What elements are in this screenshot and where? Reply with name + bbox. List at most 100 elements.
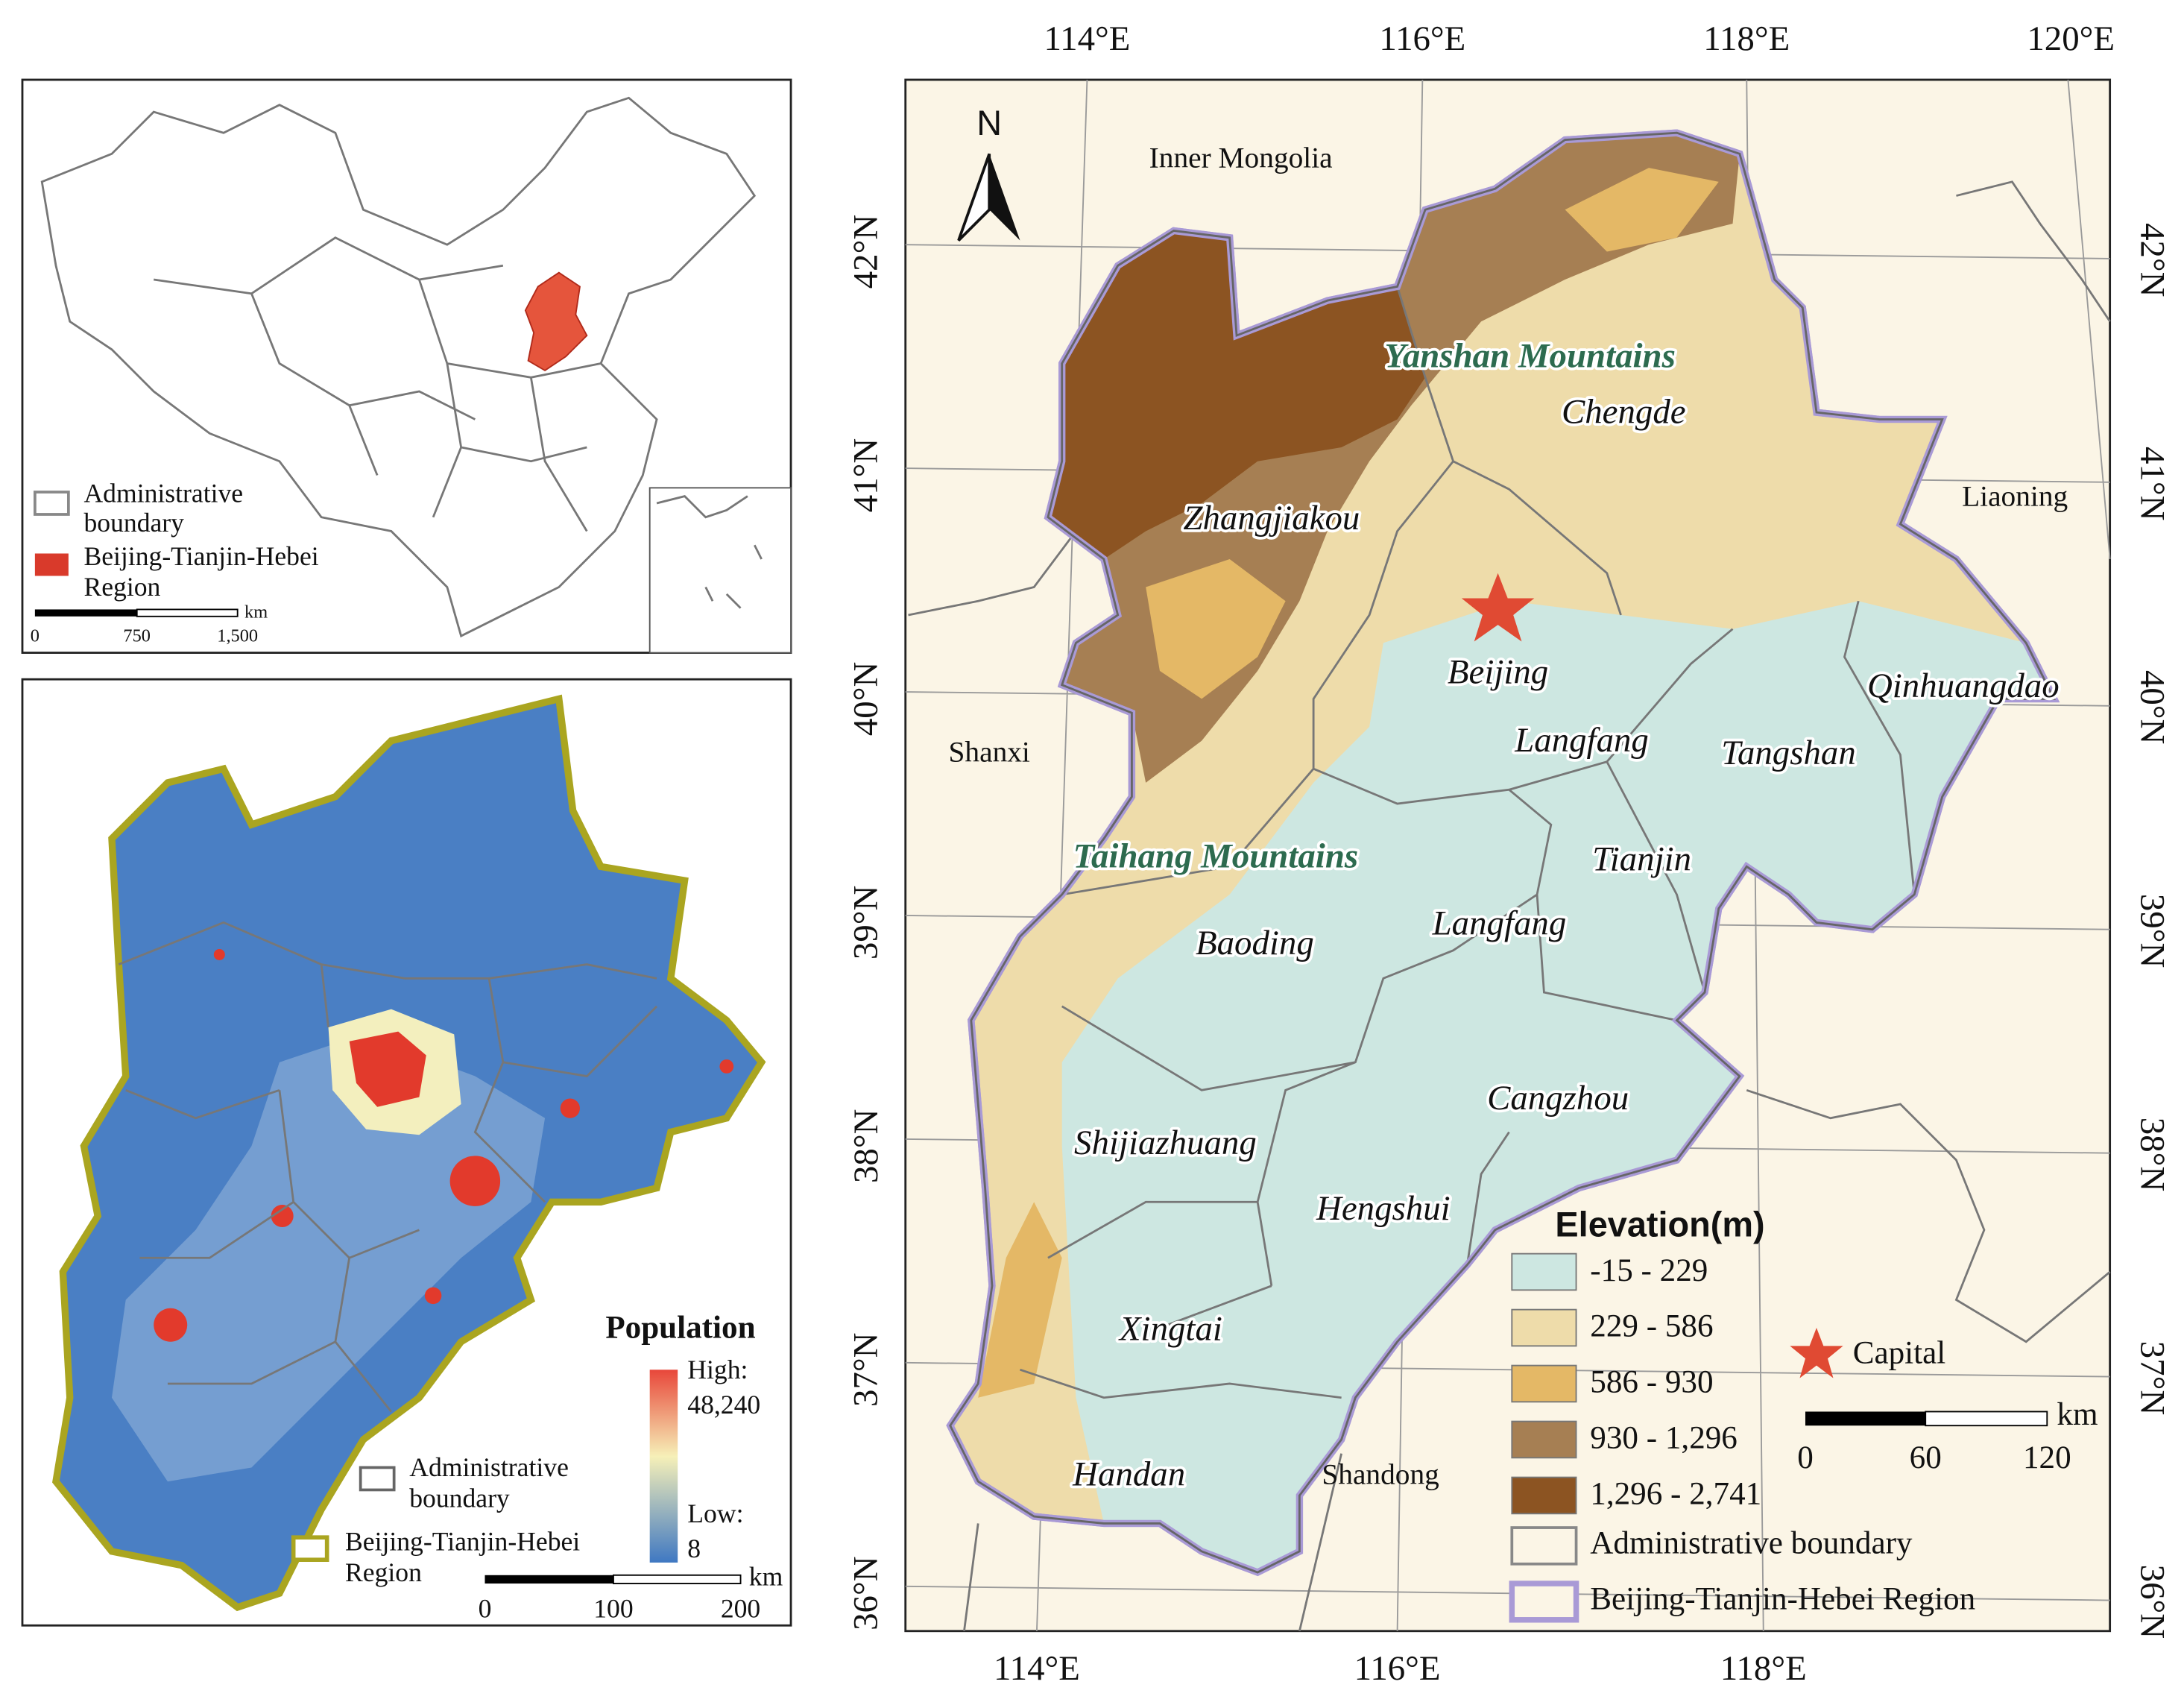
legend-swatch — [1510, 1526, 1578, 1566]
lat-ticks: 42°N 42°N 41°N 41°N 40°N 40°N 39°N 39°N 38°N 38°N… — [847, 215, 2172, 1639]
legend-label: Beijing-Tianjin-Hebei Region — [1590, 1581, 1975, 1616]
lat-tick: 40°N — [847, 662, 886, 736]
lon-tick: 118°E — [1703, 19, 1790, 58]
city-label: Baoding — [1196, 924, 1314, 962]
scale-unit: km — [2057, 1397, 2098, 1432]
city-label: Hengshui — [1316, 1189, 1451, 1228]
capital-marker — [1461, 573, 1535, 642]
bth-inner-line — [949, 131, 2056, 1574]
scale-bar — [613, 1574, 742, 1584]
legend-swatch — [1511, 1364, 1577, 1403]
city-label: Langfang — [1432, 904, 1567, 943]
scale-tick: 0 — [31, 626, 40, 646]
legend-label: 930 - 1,296 — [1590, 1421, 1738, 1456]
population-core — [424, 1287, 442, 1305]
city-label: Beijing — [1448, 652, 1548, 691]
city-label: Cangzhou — [1487, 1079, 1629, 1118]
scale-bar — [1925, 1411, 2048, 1427]
lat-tick: 39°N — [2133, 894, 2171, 968]
scale-tick: 120 — [2023, 1440, 2071, 1475]
lon-tick: 116°E — [1354, 1649, 1441, 1688]
city-label: Shijiazhuang — [1074, 1124, 1257, 1162]
legend-label: Beijing-Tianjin-Hebei Region — [345, 1527, 580, 1587]
legend-swatch — [1511, 1420, 1577, 1459]
scale-unit: km — [749, 1562, 783, 1592]
text-line: Region — [83, 572, 160, 602]
scale-tick: 0 — [1797, 1440, 1814, 1475]
lat-tick: 40°N — [2133, 670, 2171, 744]
legend-label: High: — [687, 1355, 748, 1384]
scale-bar — [1805, 1411, 1926, 1426]
south-china-sea-inset — [648, 487, 792, 654]
lat-tick: 41°N — [2133, 447, 2171, 520]
lat-tick: 39°N — [847, 886, 886, 959]
legend-label: Administrative boundary — [409, 1452, 569, 1513]
scale-tick: 750 — [123, 626, 151, 646]
city-label: Chengde — [1562, 393, 1686, 432]
population-core — [560, 1098, 580, 1118]
north-arrow — [957, 153, 991, 242]
text-line: Beijing-Tianjin-Hebei — [345, 1527, 580, 1557]
elevation-panel: N 114°E 116°E 118°E 120°E 114°E 116°E 11… — [847, 19, 2172, 1688]
legend-swatch — [1511, 1308, 1577, 1347]
scale-tick: 100 — [593, 1594, 633, 1624]
neighbor-label: Inner Mongolia — [1149, 142, 1333, 174]
text-line: Administrative — [409, 1452, 569, 1482]
scale-tick: 0 — [479, 1594, 492, 1624]
text-line: boundary — [409, 1484, 510, 1513]
scale-bar — [136, 608, 239, 617]
lat-tick: 38°N — [847, 1109, 886, 1183]
north-arrow — [989, 154, 1020, 241]
scale-bar — [485, 1575, 613, 1584]
city-label: Zhangjiakou — [1183, 499, 1360, 538]
population-core — [349, 1031, 426, 1107]
elevation-zone — [1047, 230, 1426, 559]
legend-label: 586 - 930 — [1590, 1365, 1713, 1400]
legend-title: Elevation(m) — [1555, 1205, 1764, 1244]
scale-tick: 1,500 — [217, 626, 258, 646]
city-label: Langfang — [1514, 721, 1649, 760]
elevation-legend: -15 - 229 229 - 586 586 - 930 930 - 1,296 1,… — [1511, 1252, 1761, 1515]
legend-label: -15 - 229 — [1590, 1253, 1708, 1288]
legend-label: Low: — [687, 1499, 743, 1528]
neighbor-label: Shanxi — [949, 735, 1030, 768]
neighbor-label: Liaoning — [1962, 479, 2068, 512]
population-core — [719, 1059, 734, 1074]
legend-label: 48,240 — [687, 1390, 760, 1419]
legend-swatch — [291, 1535, 329, 1562]
legend-label: Beijing-Tianjin-Hebei Region — [83, 541, 318, 602]
legend-label: 8 — [687, 1534, 701, 1563]
china-panel: Administrative boundary Beijing-Tianjin-H… — [21, 78, 792, 654]
lat-tick: 37°N — [847, 1333, 886, 1407]
legend-title: Population — [605, 1311, 755, 1346]
lat-tick: 38°N — [2133, 1118, 2171, 1191]
mountain-label: Yanshan Mountains — [1385, 337, 1676, 376]
population-core — [213, 948, 225, 960]
population-lighter — [111, 1034, 546, 1482]
legend-swatch — [1509, 1581, 1579, 1623]
lat-tick: 42°N — [847, 215, 886, 289]
city-label: Tianjin — [1592, 839, 1691, 878]
province-boundaries — [154, 236, 602, 532]
lon-tick: 120°E — [2027, 19, 2115, 58]
elevation-zone — [978, 168, 1719, 1398]
admin-boundaries — [1020, 286, 1916, 1399]
legend-swatch — [33, 491, 70, 516]
elevation-zone — [1061, 601, 2054, 1573]
text-line: Region — [345, 1557, 422, 1587]
neighbor-boundaries — [908, 180, 2111, 1632]
lat-tick: 36°N — [2133, 1565, 2171, 1639]
lon-tick: 116°E — [1379, 19, 1465, 58]
north-label: N — [976, 104, 1002, 142]
city-label: Xingtai — [1118, 1309, 1222, 1348]
text-line: Administrative — [83, 479, 243, 508]
population-core — [154, 1308, 188, 1342]
inset-coast — [656, 495, 763, 609]
lon-tick: 114°E — [1044, 19, 1130, 58]
scale-bar — [34, 609, 137, 617]
mountain-label: Taihang Mountains — [1073, 837, 1358, 876]
lat-tick: 37°N — [2133, 1341, 2171, 1415]
text-line: Beijing-Tianjin-Hebei — [83, 541, 318, 571]
population-core — [271, 1205, 294, 1228]
